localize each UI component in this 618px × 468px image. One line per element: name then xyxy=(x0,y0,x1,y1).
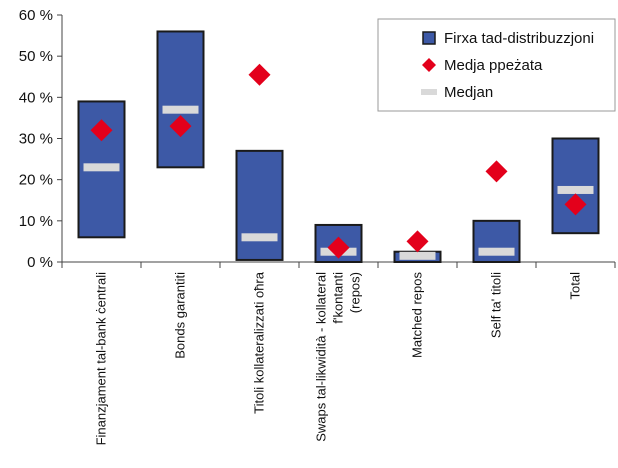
x-category-label: Total xyxy=(568,272,583,300)
y-tick-label: 30 % xyxy=(19,131,53,148)
category-group: Titoli kollateralizzati oħra xyxy=(235,63,284,414)
x-category-label: Matched repos xyxy=(410,272,425,358)
category-group: Self ta' titoli xyxy=(472,160,521,338)
y-tick-label: 10 % xyxy=(19,213,53,230)
weighted-mean-marker xyxy=(248,63,271,86)
range-bar xyxy=(472,219,521,263)
range-bar xyxy=(156,30,205,169)
y-tick-label: 40 % xyxy=(19,89,53,106)
range-bar xyxy=(235,149,284,261)
x-category-label: Swaps tal-likwidità - kollateral xyxy=(314,272,329,442)
x-category-label: f'kontanti xyxy=(331,272,346,324)
weighted-mean-marker xyxy=(169,115,192,138)
legend-label: Medjan xyxy=(444,84,493,101)
y-tick-label: 50 % xyxy=(19,48,53,65)
legend-box xyxy=(377,18,616,112)
x-category-label: Self ta' titoli xyxy=(489,272,504,338)
legend-label: Firxa tad-distribuzzjoni xyxy=(444,30,594,47)
weighted-mean-marker xyxy=(406,230,429,253)
x-category-label: Bonds garantiti xyxy=(173,272,188,359)
median-marker xyxy=(478,247,515,256)
category-group: Matched repos xyxy=(393,230,442,358)
x-category-label: Titoli kollateralizzati oħra xyxy=(252,271,267,414)
y-tick-label: 0 % xyxy=(27,254,53,271)
legend-mean-swatch xyxy=(422,58,436,72)
range-bar xyxy=(551,137,600,235)
median-marker xyxy=(83,163,120,172)
legend-median-swatch xyxy=(421,89,437,95)
range-bars: Finanzjament tal-bank ċentrali Bonds gara… xyxy=(77,30,600,446)
median-marker xyxy=(399,251,436,260)
weighted-mean-marker xyxy=(485,160,508,183)
median-marker xyxy=(241,233,278,242)
weighted-mean-marker xyxy=(90,119,113,142)
weighted-mean-marker xyxy=(564,193,587,216)
x-category-label: (repos) xyxy=(348,272,363,313)
legend-range-swatch xyxy=(422,31,436,45)
y-tick-label: 60 % xyxy=(19,7,53,24)
weighted-mean-marker xyxy=(327,236,350,259)
median-marker xyxy=(162,105,199,114)
legend-label: Medja ppeżata xyxy=(444,57,543,74)
legend: Firxa tad-distribuzzjoni Medja ppeżata Med… xyxy=(377,18,616,112)
y-tick-label: 20 % xyxy=(19,172,53,189)
category-group: Total xyxy=(551,137,600,300)
y-axis: 0 % 10 % 20 % 30 % 40 % 50 % 60 % xyxy=(19,7,63,271)
median-marker xyxy=(557,185,594,194)
x-category-label: Finanzjament tal-bank ċentrali xyxy=(94,272,109,446)
category-group: Finanzjament tal-bank ċentrali xyxy=(77,100,126,446)
category-group: Swaps tal-likwidità - kollateral f'kontan… xyxy=(314,223,363,442)
category-group: Bonds garantiti xyxy=(156,30,205,359)
